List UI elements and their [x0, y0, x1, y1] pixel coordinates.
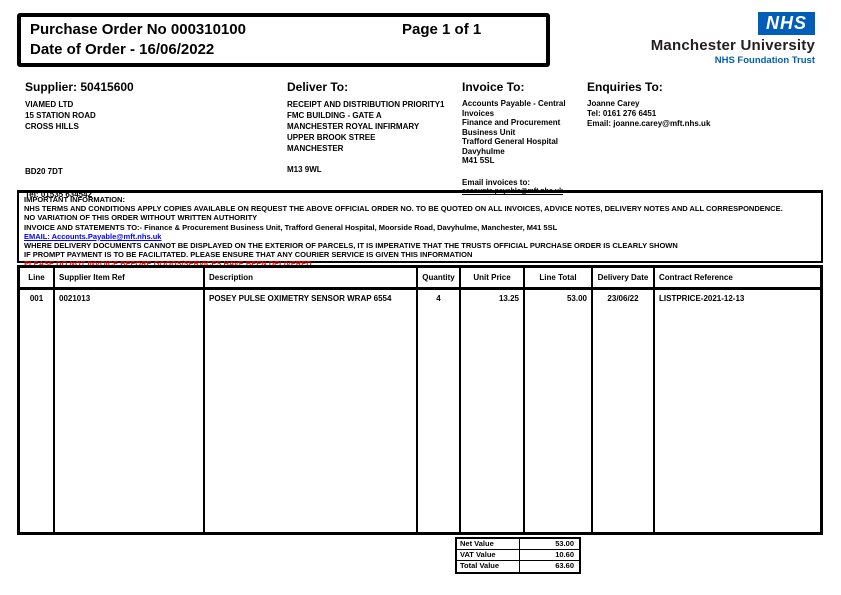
deliver-to-section: Deliver To: RECEIPT AND DISTRIBUTION PRI…	[287, 80, 457, 175]
trust-name: Manchester University	[650, 37, 815, 54]
do-not-invoice-warning: PLEASE DO NOT INVOICE BEFORE GOODS/SERVI…	[24, 259, 312, 269]
enquiries-phone: Tel: 0161 276 6451	[587, 109, 657, 118]
important-terms-line: NHS TERMS AND CONDITIONS APPLY COPIES AV…	[24, 204, 783, 214]
col-header-line-total: Line Total	[525, 268, 593, 290]
total-value-amount: 63.60	[519, 561, 579, 572]
invoice-address-line: Finance and Procurement	[462, 118, 561, 127]
total-value-label: Total Value	[460, 561, 500, 570]
supplier-address-line: VIAMED LTD	[25, 100, 74, 109]
important-title: IMPORTANT INFORMATION:	[24, 195, 125, 204]
important-information-box: IMPORTANT INFORMATION: NHS TERMS AND CON…	[17, 190, 823, 268]
invoice-to-title: Invoice To:	[462, 80, 525, 94]
col-header-contract-reference: Contract Reference	[655, 268, 820, 290]
important-prompt-payment-line: IF PROMPT PAYMENT IS TO BE FACILITATED. …	[24, 250, 473, 260]
vat-value-label: VAT Value	[457, 550, 519, 561]
deliver-address-line: MANCHESTER ROYAL INFIRMARY	[287, 122, 420, 131]
supplier-title: Supplier: 50415600	[25, 80, 134, 94]
cell-quantity: 4	[418, 290, 461, 532]
deliver-address-line: FMC BUILDING - GATE A	[287, 111, 382, 120]
vat-value-amount: 10.60	[519, 550, 579, 561]
order-date: Date of Order - 16/06/2022	[30, 41, 215, 58]
deliver-postcode: M13 9WL	[287, 165, 322, 174]
line-items-table: Line Supplier Item Ref Description Quant…	[17, 265, 823, 535]
net-value-label: Net Value	[457, 539, 519, 550]
enquiries-contact-name: Joanne Carey	[587, 99, 640, 108]
supplier-section: Supplier: 50415600 VIAMED LTD 15 STATION…	[25, 80, 275, 200]
supplier-address-line: CROSS HILLS	[25, 122, 79, 131]
deliver-to-title: Deliver To:	[287, 80, 349, 94]
cell-line-number: 001	[20, 290, 55, 532]
invoice-address-line: Accounts Payable - Central	[462, 99, 566, 108]
po-header-box: Purchase Order No 000310100 Page 1 of 1 …	[17, 13, 550, 67]
trust-subtitle: NHS Foundation Trust	[714, 55, 815, 66]
col-header-unit-price: Unit Price	[461, 268, 525, 290]
col-header-description: Description	[205, 268, 418, 290]
enquiries-section: Enquiries To: Joanne Carey Tel: 0161 276…	[587, 80, 817, 129]
deliver-address-line: MANCHESTER	[287, 144, 344, 153]
page-indicator: Page 1 of 1	[402, 21, 482, 38]
enquiries-title: Enquiries To:	[587, 80, 663, 94]
cell-supplier-item-ref: 0021013	[55, 290, 205, 532]
col-header-quantity: Quantity	[418, 268, 461, 290]
deliver-address-line: UPPER BROOK STREE	[287, 133, 376, 142]
deliver-address-line: RECEIPT AND DISTRIBUTION PRIORITY1	[287, 100, 445, 109]
important-variation-line: NO VARIATION OF THIS ORDER WITHOUT WRITT…	[24, 213, 258, 223]
invoice-address-line: Business Unit	[462, 127, 516, 137]
cell-unit-price: 13.25	[461, 290, 525, 532]
nhs-logo-icon: NHS	[758, 12, 815, 35]
col-header-line: Line	[20, 268, 55, 290]
invoice-to-section: Invoice To: Accounts Payable - Central I…	[462, 80, 584, 195]
enquiries-email: Email: joanne.carey@mft.nhs.uk	[587, 119, 711, 128]
cell-delivery-date: 23/06/22	[593, 290, 655, 532]
important-invoice-statements-line: INVOICE AND STATEMENTS TO:- Finance & Pr…	[24, 222, 558, 232]
accounts-payable-email-link[interactable]: EMAIL: Accounts.Payable@mft.nhs.uk	[24, 231, 162, 241]
cell-description: POSEY PULSE OXIMETRY SENSOR WRAP 6554	[205, 290, 418, 532]
po-number: Purchase Order No 000310100	[30, 21, 246, 38]
supplier-address-line: 15 STATION ROAD	[25, 111, 96, 120]
cell-contract-reference: LISTPRICE-2021-12-13	[659, 294, 745, 303]
nhs-logo: NHS Manchester University NHS Foundation…	[645, 12, 815, 66]
col-header-supplier-item-ref: Supplier Item Ref	[55, 268, 205, 290]
invoice-email-label: Email invoices to:	[462, 177, 531, 187]
invoice-address-line: Invoices	[462, 108, 495, 118]
important-delivery-docs-line: WHERE DELIVERY DOCUMENTS CANNOT BE DISPL…	[24, 241, 678, 251]
invoice-postcode: M41 5SL	[462, 156, 495, 165]
col-header-delivery-date: Delivery Date	[593, 268, 655, 290]
supplier-postcode: BD20 7DT	[25, 167, 63, 176]
invoice-address-line: Davyhulme	[462, 146, 505, 156]
totals-table: Net Value 53.00 VAT Value 10.60 Total Va…	[455, 537, 581, 574]
invoice-address-line: Trafford General Hospital	[462, 137, 559, 146]
supplier-phone: Tel: 01535 634542	[25, 190, 93, 199]
cell-line-total: 53.00	[525, 290, 593, 532]
net-value-amount: 53.00	[519, 539, 579, 550]
